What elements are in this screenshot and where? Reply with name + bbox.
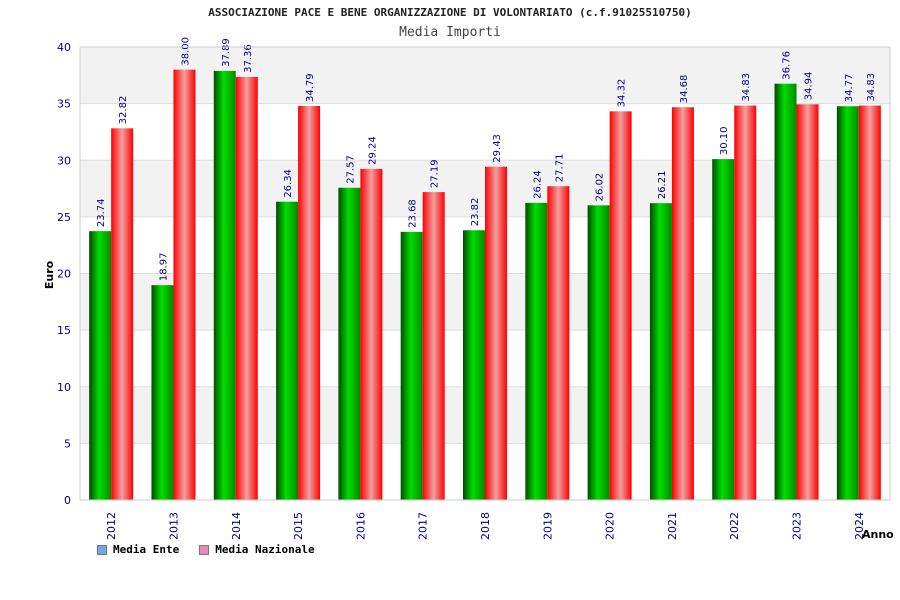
bar-media-ente <box>276 201 299 500</box>
y-tick-label: 25 <box>57 211 71 224</box>
bar-media-nazionale <box>609 111 632 501</box>
y-tick-label: 0 <box>64 494 71 507</box>
bar-value-label: 34.79 <box>305 73 316 102</box>
legend-swatch-media-nazionale <box>199 544 210 555</box>
bar-value-label: 34.68 <box>679 75 690 104</box>
bar-value-label: 34.83 <box>866 73 877 102</box>
bar-value-label: 27.57 <box>345 155 356 184</box>
bar-value-label: 36.76 <box>782 51 793 80</box>
bar-value-label: 29.24 <box>367 136 378 165</box>
legend-swatch-media-ente <box>97 544 107 555</box>
bar-value-label: 32.82 <box>118 96 129 125</box>
bar-media-nazionale <box>671 107 694 501</box>
y-tick-label: 5 <box>64 437 71 450</box>
bar-value-label: 26.02 <box>595 173 606 202</box>
x-tick-label: 2017 <box>417 512 430 540</box>
bar-value-label: 26.24 <box>532 170 543 199</box>
legend-item-media-nazionale: Media Nazionale <box>199 543 315 556</box>
legend-label-media-ente: Media Ente <box>113 543 180 556</box>
x-tick-label: 2020 <box>604 512 617 540</box>
bar-media-ente <box>836 106 859 501</box>
bar-media-ente <box>213 70 236 500</box>
x-tick-label: 2016 <box>354 512 367 540</box>
bar-media-nazionale <box>422 192 445 501</box>
x-tick-label: 2022 <box>728 512 741 540</box>
y-axis-label: Euro <box>43 260 56 289</box>
bar-media-ente <box>712 159 735 500</box>
bar-media-nazionale <box>298 106 321 501</box>
bar-value-label: 23.74 <box>96 199 107 228</box>
bar-value-label: 37.89 <box>221 38 232 67</box>
x-tick-label: 2012 <box>105 512 118 540</box>
y-tick-label: 40 <box>57 41 71 54</box>
bar-value-label: 27.19 <box>430 159 441 188</box>
bar-media-nazionale <box>111 128 134 500</box>
bar-media-nazionale <box>734 105 757 501</box>
y-tick-label: 10 <box>57 381 71 394</box>
y-tick-label: 20 <box>57 268 71 281</box>
x-tick-label: 2023 <box>791 512 804 540</box>
bar-media-nazionale <box>858 105 881 501</box>
x-axis-label: Anno <box>862 528 894 541</box>
y-tick-label: 30 <box>57 154 71 167</box>
x-tick-label: 2013 <box>167 512 180 540</box>
bar-value-label: 29.43 <box>492 134 503 163</box>
bar-media-nazionale <box>360 168 383 500</box>
bar-media-nazionale <box>547 186 570 500</box>
bar-value-label: 38.00 <box>180 37 191 66</box>
x-tick-label: 2015 <box>292 512 305 540</box>
plot-band <box>80 103 890 161</box>
bar-media-ente <box>525 202 548 500</box>
legend-item-media-ente: Media Ente <box>97 543 179 556</box>
plot-band <box>80 47 890 104</box>
x-tick-label: 2021 <box>666 512 679 540</box>
bar-value-label: 37.36 <box>243 44 254 73</box>
bar-media-ente <box>649 203 672 500</box>
y-tick-label: 35 <box>57 98 71 111</box>
x-tick-label: 2018 <box>479 512 492 540</box>
x-tick-label: 2024 <box>853 512 866 540</box>
bar-media-ente <box>89 231 112 500</box>
bar-value-label: 27.71 <box>554 154 565 183</box>
bar-value-label: 23.68 <box>408 199 419 228</box>
bar-media-ente <box>774 83 797 501</box>
legend: Media Ente Media Nazionale <box>97 543 315 556</box>
chart-title: ASSOCIAZIONE PACE E BENE ORGANIZZAZIONE … <box>208 6 692 19</box>
bar-value-label: 34.32 <box>617 79 628 108</box>
bar-media-ente <box>587 205 610 501</box>
bar-value-label: 23.82 <box>470 198 481 227</box>
bar-value-label: 26.34 <box>283 169 294 198</box>
bar-value-label: 30.10 <box>719 126 730 155</box>
bar-media-nazionale <box>796 104 819 500</box>
bar-media-ente <box>463 230 485 500</box>
bar-media-ente <box>151 285 174 500</box>
bar-media-nazionale <box>173 69 196 501</box>
chart-subtitle: Media Importi <box>399 25 501 40</box>
x-tick-label: 2014 <box>230 512 243 540</box>
bar-value-label: 34.77 <box>844 74 855 103</box>
bar-media-ente <box>400 231 423 500</box>
bar-value-label: 26.21 <box>657 171 668 200</box>
bar-value-label: 34.94 <box>804 72 815 101</box>
bar-media-nazionale <box>235 76 258 500</box>
y-tick-label: 15 <box>57 324 71 337</box>
bar-value-label: 18.97 <box>158 253 169 282</box>
bar-media-nazionale <box>485 166 507 500</box>
legend-label-media-nazionale: Media Nazionale <box>215 543 315 556</box>
bar-media-ente <box>338 187 361 500</box>
bar-value-label: 34.83 <box>741 73 752 102</box>
x-tick-label: 2019 <box>541 512 554 540</box>
